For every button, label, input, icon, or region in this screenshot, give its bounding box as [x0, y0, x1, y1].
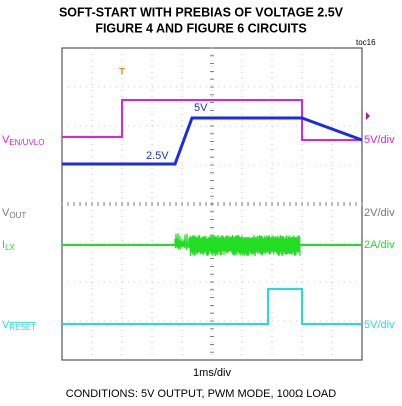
timebase: 1ms/div — [193, 367, 231, 379]
channel-scale: 5V/div — [364, 319, 395, 331]
conditions: CONDITIONS: 5V OUTPUT, PWM MODE, 100Ω LO… — [66, 388, 336, 400]
channel-label: VOUT — [2, 207, 26, 220]
channel-scale: 2A/div — [364, 239, 395, 251]
grid — [61, 47, 363, 360]
trace-en — [62, 99, 362, 141]
channel-subscript: OUT — [9, 211, 26, 220]
channel-subscript: LX — [5, 243, 15, 252]
annotation: 5V — [194, 102, 208, 114]
tag: toc16 — [356, 38, 376, 47]
channel-name: V — [2, 134, 10, 146]
trigger-marker: T — [119, 66, 125, 76]
channel-subscript: RESET — [9, 323, 36, 332]
annotation: 2.5V — [146, 150, 169, 162]
channel-name: I — [2, 239, 5, 251]
trace-ilx-switching — [174, 233, 301, 256]
trace-vout — [62, 116, 363, 166]
title-line: FIGURE 4 AND FIGURE 6 CIRCUITS — [95, 21, 306, 35]
channel-label: VRESET — [2, 319, 36, 332]
trace-reset — [62, 288, 362, 325]
trigger-level-marker — [366, 112, 370, 120]
channel-label: ILX — [2, 239, 16, 252]
channel-name: V — [2, 207, 10, 219]
channel-name: V — [2, 319, 10, 331]
channel-label: VEN/UVLO — [2, 134, 44, 147]
channel-scale: 2V/div — [364, 207, 395, 219]
title-line: SOFT-START WITH PREBIAS OF VOLTAGE 2.5V — [59, 5, 344, 19]
channel-subscript: EN/UVLO — [9, 138, 44, 147]
channel-scale: 5V/div — [364, 134, 395, 146]
